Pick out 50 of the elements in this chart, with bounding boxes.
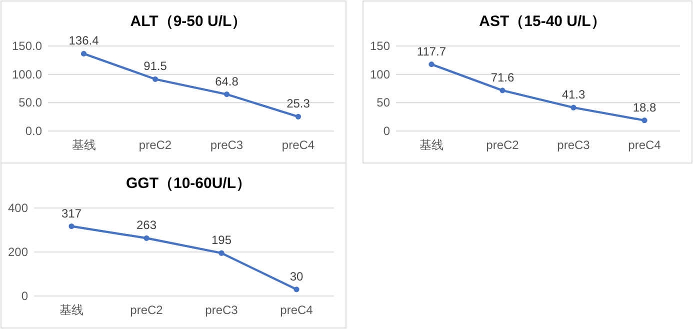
point	[294, 286, 300, 292]
point	[80, 50, 87, 57]
data-label: 25.3	[286, 96, 310, 111]
x-tick-label: preC3	[557, 138, 590, 152]
x-tick-label: 基线	[420, 138, 444, 152]
y-tick-label: 100	[370, 67, 390, 82]
y-tick-label: 0	[383, 124, 390, 138]
point	[224, 91, 230, 98]
x-tick-label: preC3	[210, 138, 244, 152]
y-tick-label: 0.0	[25, 124, 42, 138]
data-label: 64.8	[215, 74, 239, 88]
point	[68, 223, 74, 230]
x-tick-label: preC3	[205, 303, 238, 317]
y-tick-label: 0	[21, 289, 28, 303]
chart-title: ALT（9-50 U/L）	[130, 13, 247, 30]
x-tick-label: 基线	[60, 303, 84, 317]
data-label: 91.5	[144, 59, 168, 74]
y-tick-label: 150	[370, 39, 390, 53]
point	[642, 118, 648, 124]
x-tick-label: preC2	[486, 138, 520, 152]
x-tick-label: preC2	[130, 303, 164, 317]
x-tick-label: preC4	[282, 138, 315, 152]
x-tick-label: preC4	[628, 138, 662, 152]
chart-title: GGT（10-60U/L）	[126, 175, 252, 192]
data-label: 117.7	[416, 44, 446, 58]
data-label: 136.4	[68, 34, 100, 48]
y-tick-label: 50.0	[18, 96, 42, 110]
y-tick-label: 100.0	[12, 67, 42, 82]
y-tick-label: 50	[376, 96, 390, 110]
point	[570, 104, 576, 110]
point	[295, 114, 302, 120]
point	[144, 235, 150, 241]
data-label: 317	[61, 206, 82, 220]
point	[152, 76, 158, 82]
x-tick-label: preC4	[280, 303, 314, 317]
point	[428, 62, 434, 68]
y-tick-label: 200	[8, 245, 28, 259]
y-tick-label: 150.0	[12, 39, 42, 53]
data-label: 18.8	[632, 100, 656, 114]
data-label: 195	[211, 233, 232, 248]
data-label: 41.3	[562, 88, 586, 102]
x-tick-label: preC2	[138, 138, 172, 152]
y-tick-label: 400	[8, 201, 28, 215]
data-label: 30	[290, 269, 304, 284]
chart-title: AST（15-40 U/L）	[479, 13, 606, 30]
data-label: 263	[136, 218, 157, 232]
data-label: 71.6	[490, 70, 514, 84]
x-tick-label: 基线	[72, 138, 96, 152]
point	[218, 250, 224, 256]
point	[500, 88, 506, 94]
